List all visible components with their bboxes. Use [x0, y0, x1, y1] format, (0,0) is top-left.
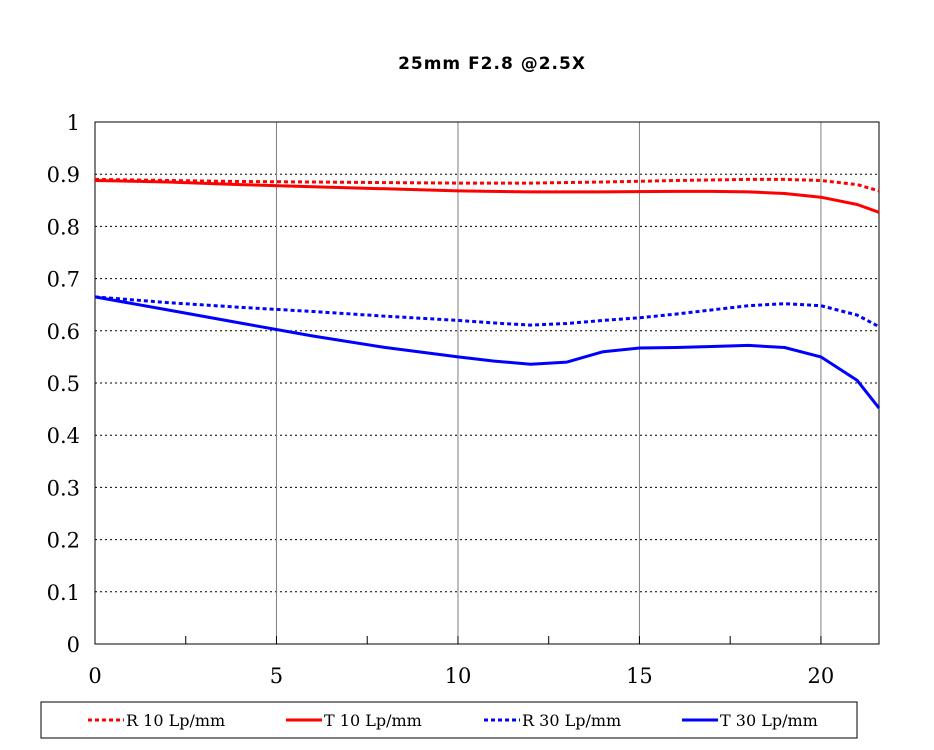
y-tick-label: 0.6 [47, 320, 80, 344]
y-tick-label: 0.5 [47, 372, 80, 396]
legend: R 10 Lp/mm T 10 Lp/mm R 30 Lp/mm T 30 Lp/mm [40, 701, 858, 739]
series-line-r-10-lp-mm [94, 177, 880, 193]
x-tick-label: 0 [88, 664, 101, 688]
series-lines [94, 177, 881, 410]
y-tick-label: 0 [67, 633, 80, 657]
series-line-r-30-lp-mm [94, 295, 880, 328]
plot-frame [94, 121, 880, 645]
y-tick-label: 0.7 [47, 268, 80, 292]
legend-box [40, 701, 858, 739]
y-tick-label: 0.4 [47, 424, 80, 448]
legend-label: R 30 Lp/mm [522, 711, 621, 730]
y-tick-label: 0.3 [47, 476, 80, 500]
x-tick-label: 15 [626, 664, 653, 688]
y-tick-label: 1 [67, 111, 80, 135]
axes: 0 5 10 15 20 0 0.1 0.2 0.3 0.4 0.5 0.6 0.7 0.8 0.9 1 [47, 111, 880, 688]
x-tick-label: 20 [808, 664, 835, 688]
chart-title: 25mm F2.8 @2.5X [398, 54, 586, 74]
x-tick-label: 5 [270, 664, 283, 688]
series-line-t-30-lp-mm [94, 295, 881, 410]
grid [95, 122, 879, 644]
legend-label: T 10 Lp/mm [324, 711, 422, 730]
y-tick-label: 0.1 [47, 581, 80, 605]
series-line-t-10-lp-mm [94, 179, 880, 214]
y-tick-label: 0.8 [47, 215, 80, 239]
x-tick-label: 10 [445, 664, 472, 688]
y-tick-label: 0.9 [47, 163, 80, 187]
legend-label: R 10 Lp/mm [126, 711, 225, 730]
y-tick-label: 0.2 [47, 529, 80, 553]
legend-label: T 30 Lp/mm [720, 711, 818, 730]
